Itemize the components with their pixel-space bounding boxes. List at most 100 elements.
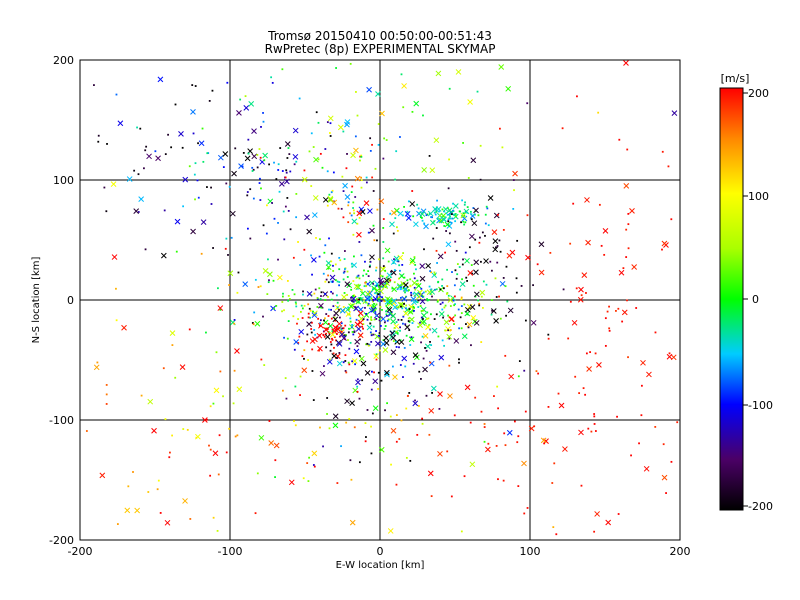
data-point-cross [319, 370, 326, 377]
data-point-cross [311, 212, 318, 218]
data-point-dot [331, 292, 334, 295]
data-point-dot [403, 276, 406, 279]
data-point-dot [401, 264, 404, 266]
data-point-dot [502, 277, 505, 279]
data-point-dot [287, 320, 290, 323]
data-point-dot [194, 198, 196, 201]
data-point-cross [419, 275, 426, 282]
data-point-dot [295, 302, 297, 305]
data-point-dot [115, 93, 118, 96]
data-point-dot [174, 103, 177, 106]
data-point-dot [354, 363, 357, 366]
data-point-dot [441, 308, 444, 311]
data-point-dot [490, 299, 493, 301]
data-point-dot [399, 284, 402, 287]
data-point-dot [355, 91, 357, 93]
data-point-dot [312, 464, 315, 466]
data-point-dot [399, 364, 402, 366]
colorbar-tick-label: -100 [748, 399, 773, 412]
data-point-cross [491, 229, 498, 235]
data-point-dot [327, 322, 330, 325]
data-point-dot [256, 166, 259, 169]
data-point-dot [336, 306, 339, 309]
data-point-cross [292, 153, 299, 160]
data-point-dot [333, 200, 335, 203]
data-point-dot [335, 339, 337, 342]
data-point-dot [349, 320, 352, 323]
data-point-dot [376, 239, 378, 242]
data-point-dot [349, 62, 352, 65]
data-point-dot [382, 218, 385, 220]
data-point-dot [517, 435, 520, 438]
data-point-dot [257, 286, 260, 288]
data-point-dot [284, 205, 287, 208]
data-point-cross [354, 175, 361, 182]
data-point-dot [352, 295, 355, 298]
data-point-dot [292, 256, 295, 259]
data-point-cross [433, 137, 440, 144]
colorbar-tick-label: 0 [752, 293, 759, 306]
data-point-dot [417, 282, 420, 285]
data-point-cross [356, 231, 362, 238]
data-point-dot [359, 159, 361, 162]
data-point-dot [524, 410, 527, 413]
data-point-cross [217, 305, 224, 311]
data-point-dot [332, 270, 335, 272]
data-point-dot [342, 361, 345, 364]
data-point-cross [359, 290, 366, 297]
data-point-dot [358, 298, 361, 301]
data-point-dot [273, 217, 276, 220]
data-point-dot [472, 207, 475, 209]
data-point-cross [258, 434, 265, 441]
data-point-dot [364, 260, 366, 263]
data-point-dot [572, 202, 575, 205]
data-point-dot [337, 207, 340, 210]
data-point-dot [228, 427, 231, 430]
data-point-dot [217, 473, 220, 476]
data-point-dot [435, 288, 438, 291]
data-point-dot [332, 264, 334, 267]
data-point-dot [342, 216, 345, 219]
data-point-dot [301, 355, 304, 358]
data-point-dot [424, 290, 427, 293]
data-point-dot [252, 323, 255, 326]
data-point-dot [562, 288, 565, 291]
data-point-dot [382, 227, 385, 229]
data-point-dot [430, 288, 433, 291]
data-point-dot [169, 451, 171, 454]
data-point-dot [458, 358, 460, 361]
data-point-cross [349, 400, 355, 406]
data-point-dot [286, 197, 289, 199]
data-point-cross [157, 76, 164, 83]
data-point-dot [367, 275, 370, 277]
data-point-cross [621, 309, 628, 316]
data-point-dot [584, 393, 587, 396]
data-point-dot [267, 258, 269, 261]
data-point-cross [306, 228, 313, 235]
data-point-dot [576, 95, 578, 98]
data-point-dot [364, 422, 367, 424]
data-point-dot [474, 213, 476, 216]
data-point-dot [469, 210, 472, 213]
data-point-cross [469, 461, 476, 468]
data-point-dot [484, 234, 486, 237]
data-point-dot [496, 385, 499, 388]
data-point-dot [494, 277, 497, 280]
data-point-dot [415, 300, 418, 303]
data-point-dot [412, 292, 415, 295]
data-point-dot [281, 301, 284, 303]
data-point-dot [569, 300, 572, 303]
data-point-cross [390, 334, 397, 341]
data-point-cross [316, 332, 323, 339]
data-point-dot [618, 138, 621, 141]
data-point-dot [329, 341, 332, 343]
data-point-cross [578, 429, 584, 436]
data-point-dot [400, 73, 403, 76]
data-point-dot [395, 414, 398, 416]
data-point-dot [466, 280, 469, 282]
data-point-dot [402, 252, 405, 254]
data-point-dot [370, 319, 373, 321]
data-point-dot [327, 296, 329, 298]
data-point-cross [243, 105, 250, 111]
data-point-dot [477, 214, 480, 217]
